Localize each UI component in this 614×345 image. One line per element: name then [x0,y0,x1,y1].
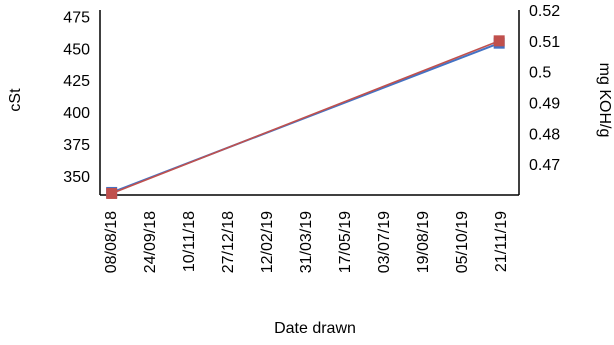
left-y-tick-label: 475 [63,9,90,26]
right-y-axis-title: mg KOH/g [596,63,613,138]
left-y-tick-label: 425 [63,73,90,90]
chart-axes [99,10,520,196]
data-point-marker [106,187,118,199]
left-y-tick-label: 400 [63,105,90,122]
right-y-tick-label: 0.51 [529,34,560,51]
series-layer [106,35,505,199]
right-y-tick-labels: 0.47 0.48 0.49 0.5 0.51 0.52 [529,3,560,174]
right-y-tick-label: 0.47 [529,157,560,174]
x-tick-label: 08/08/18 [103,211,120,273]
left-y-tick-label: 450 [63,41,90,58]
x-tick-label: 31/03/19 [298,211,315,273]
right-y-tick-label: 0.49 [529,96,560,113]
x-tick-label: 24/09/18 [142,211,159,273]
right-y-tick-label: 0.5 [529,65,551,82]
x-tick-label: 03/07/19 [376,211,393,273]
x-tick-label: 05/10/19 [454,211,471,273]
right-y-tick-label: 0.52 [529,3,560,20]
x-axis-title: Date drawn [274,320,356,337]
left-y-axis-title: cSt [7,88,24,112]
left-y-tick-label: 350 [63,169,90,186]
data-point-marker [493,35,505,47]
x-tick-label: 19/08/19 [415,211,432,273]
x-tick-label: 27/12/18 [220,211,237,273]
x-tick-label: 17/05/19 [337,211,354,273]
right-y-tick-label: 0.48 [529,126,560,143]
x-tick-labels: 08/08/18 24/09/18 10/11/18 27/12/18 12/02/19… [103,211,510,273]
series-line [111,40,500,195]
left-y-tick-labels: 350 375 400 425 450 475 [63,9,90,185]
x-tick-label: 21/11/19 [493,211,510,272]
x-tick-label: 10/11/18 [181,211,198,272]
left-y-tick-label: 375 [63,137,90,154]
x-tick-label: 12/02/19 [259,211,276,273]
